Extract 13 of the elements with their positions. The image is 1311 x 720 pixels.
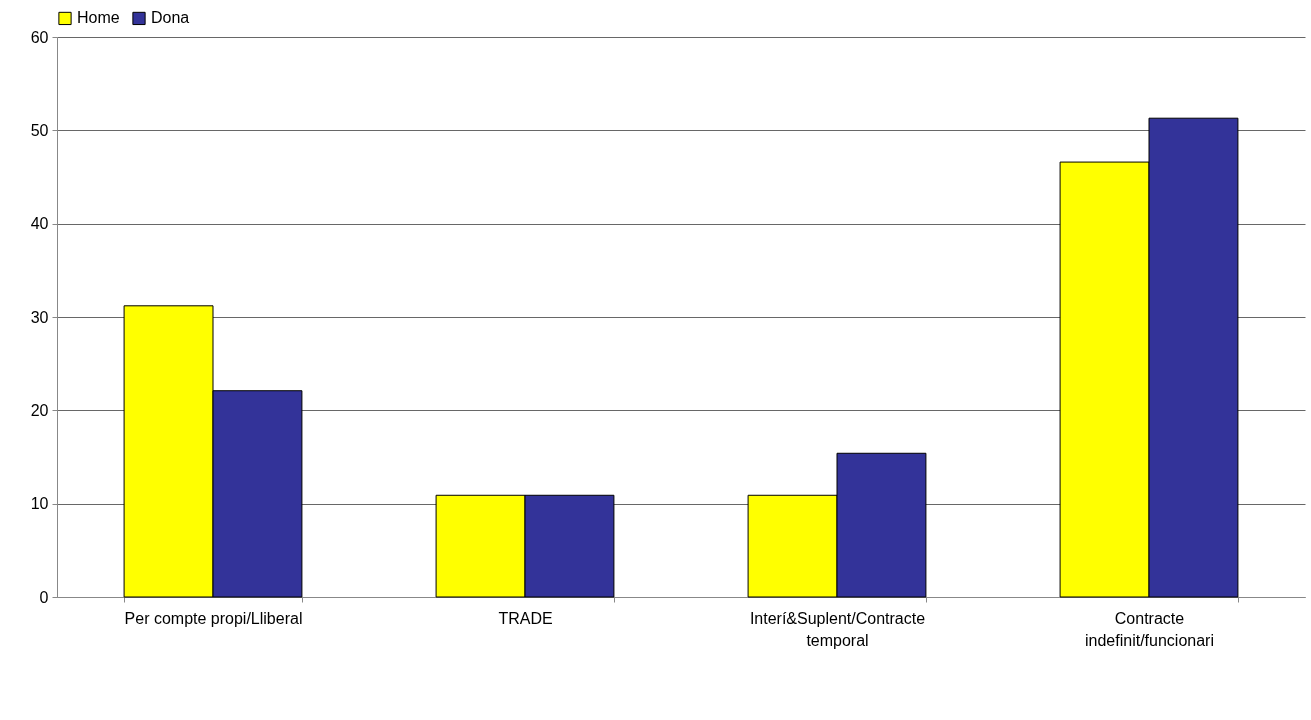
y-tick-label: 10 [30,495,49,513]
y-tick-label: 50 [30,121,49,139]
x-tick-label: Contracte indefinit/funcionari [1085,609,1214,649]
x-tick-label: Interí&Suplent/Contracte temporal [749,609,926,649]
y-tick-label: 20 [30,401,49,419]
y-tick-label: 60 [30,28,49,46]
y-tick-label: 0 [39,588,49,606]
x-tick-label: TRADE [498,609,553,627]
y-tick-label: 40 [30,215,49,233]
legend-label: Dona [151,9,190,27]
x-tick-label: Per compte propi/Lliberal [124,609,303,627]
y-tick-label: 30 [30,308,49,326]
legend-label: Home [77,9,120,27]
